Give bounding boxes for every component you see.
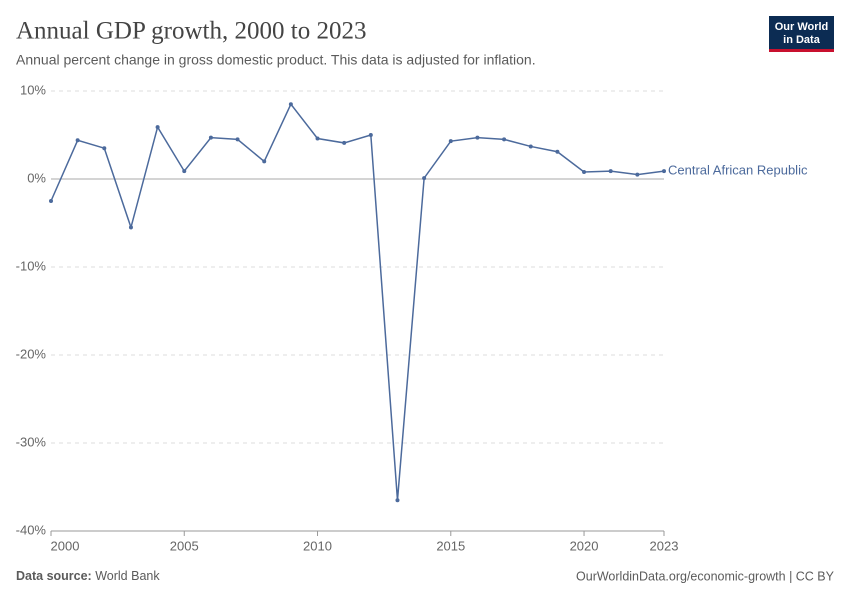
data-point (448, 139, 453, 144)
data-point (635, 172, 640, 177)
x-tick-label: 2023 (650, 538, 679, 553)
logo-stripe (769, 49, 834, 52)
data-point (128, 225, 133, 230)
logo-text: Our World (775, 21, 829, 33)
data-point (582, 169, 587, 174)
data-point (528, 144, 533, 149)
data-point (368, 133, 373, 137)
y-tick-label: -30% (16, 434, 47, 449)
series-line (50, 102, 665, 501)
data-point (262, 159, 267, 164)
source-label: Data source: (16, 569, 92, 583)
data-point (155, 125, 160, 130)
data-point (395, 498, 400, 503)
data-point (235, 137, 240, 142)
y-tick-label: 10% (20, 82, 46, 97)
data-point (49, 199, 53, 203)
source-name: World Bank (95, 569, 160, 583)
data-point (75, 138, 80, 143)
source: Data source: World Bank (16, 569, 160, 583)
x-tick-label: 2020 (570, 538, 599, 553)
x-tick-label: 2010 (303, 538, 332, 553)
data-point (422, 176, 427, 181)
x-tick-label: 2000 (51, 538, 80, 553)
data-point (608, 169, 613, 174)
y-tick-label: -20% (16, 346, 47, 361)
y-tick-label: -40% (16, 522, 47, 537)
series-label: Central African Republic (668, 163, 808, 178)
data-point (555, 149, 560, 154)
data-point (342, 140, 347, 145)
data-point (502, 137, 507, 142)
footer-link[interactable]: OurWorldinData.org/economic-growth | CC … (576, 569, 835, 583)
data-point (102, 146, 107, 151)
data-point (288, 102, 293, 107)
chart-title: Annual GDP growth, 2000 to 2023 (16, 18, 366, 45)
y-tick-label: -10% (16, 258, 47, 273)
data-point (208, 135, 213, 140)
logo-text: in Data (783, 34, 821, 46)
data-point (315, 136, 320, 141)
data-point (475, 135, 480, 140)
x-tick-label: 2015 (436, 538, 465, 553)
x-tick-label: 2005 (170, 538, 199, 553)
chart-subtitle: Annual percent change in gross domestic … (16, 52, 536, 68)
y-tick-label: 0% (27, 170, 46, 185)
logo[interactable] (769, 16, 834, 52)
data-point (182, 169, 187, 174)
data-point (662, 169, 666, 174)
